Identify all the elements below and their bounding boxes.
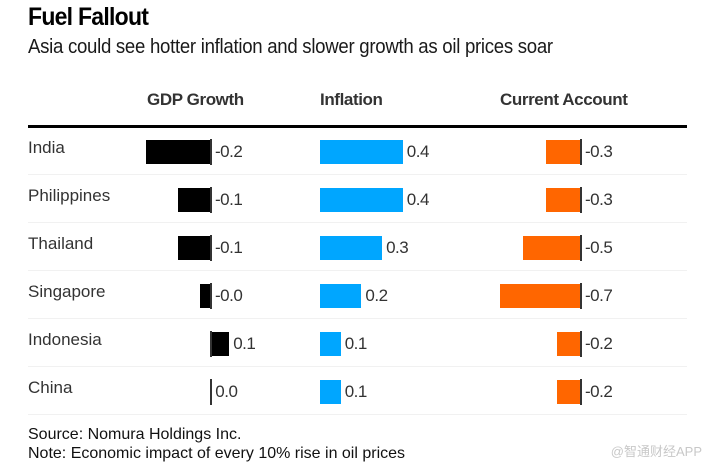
data-label: -0.7 [585, 286, 613, 305]
zero-axis-tick [210, 139, 212, 165]
bar-inflation [320, 236, 383, 260]
bar-inflation [320, 284, 362, 308]
zero-axis-tick [210, 187, 212, 213]
column-header-gdp-growth: GDP Growth [147, 90, 244, 109]
bar-current-account [557, 332, 580, 356]
chart-subtitle: Asia could see hotter inflation and slow… [28, 36, 553, 58]
row-separator [28, 222, 687, 223]
bar-gdp-growth [178, 188, 210, 212]
watermark: @智通财经APP [610, 444, 702, 459]
zero-axis-tick [210, 379, 212, 405]
bar-current-account [545, 140, 580, 164]
zero-axis-tick [580, 283, 582, 309]
zero-axis-tick [580, 139, 582, 165]
bar-gdp-growth [178, 236, 210, 260]
column-header-inflation: Inflation [320, 90, 383, 109]
bar-gdp-growth [210, 332, 230, 356]
country-label: Philippines [28, 186, 111, 205]
zero-axis-tick [210, 283, 212, 309]
row-separator [28, 318, 687, 319]
bar-gdp-growth [200, 284, 210, 308]
data-label: -0.1 [215, 190, 243, 209]
data-label: -0.3 [585, 190, 613, 209]
zero-axis-tick [210, 235, 212, 261]
source-note: Source: Nomura Holdings Inc. [28, 426, 242, 443]
bar-current-account [500, 284, 580, 308]
zero-axis-tick [580, 235, 582, 261]
data-label: 0.4 [406, 190, 430, 209]
bar-inflation [320, 332, 341, 356]
row-separator [28, 174, 687, 175]
bar-inflation [320, 140, 403, 164]
data-label: 0.3 [386, 238, 409, 257]
row-separator [28, 270, 687, 271]
data-label: -0.2 [585, 382, 613, 401]
country-label: Thailand [28, 234, 94, 253]
data-label: 0.2 [365, 286, 388, 305]
zero-axis-tick [580, 379, 582, 405]
country-label: Indonesia [28, 330, 102, 349]
country-label: India [28, 138, 65, 157]
data-label: -0.0 [215, 286, 243, 305]
data-label: -0.5 [585, 238, 613, 257]
column-header-current-account: Current Account [500, 90, 628, 109]
country-label: China [28, 378, 73, 397]
zero-axis-tick [210, 331, 212, 357]
data-label: 0.1 [344, 382, 368, 401]
bar-gdp-growth [146, 140, 210, 164]
zero-axis-tick [580, 331, 582, 357]
bar-inflation [320, 188, 403, 212]
data-label: 0.4 [406, 142, 430, 161]
data-label: -0.2 [585, 334, 613, 353]
data-label: 0.0 [215, 382, 238, 401]
chart-title: Fuel Fallout [28, 3, 149, 31]
bar-current-account [545, 188, 580, 212]
footnote: Note: Economic impact of every 10% rise … [28, 445, 406, 462]
row-separator [28, 366, 687, 367]
header-rule [28, 125, 687, 128]
row-separator [28, 414, 687, 415]
data-label: -0.3 [585, 142, 613, 161]
data-label: -0.1 [215, 238, 243, 257]
data-label: -0.2 [215, 142, 243, 161]
bar-current-account [557, 380, 580, 404]
data-label: 0.1 [344, 334, 368, 353]
bar-current-account [523, 236, 580, 260]
country-label: Singapore [28, 282, 106, 301]
zero-axis-tick [580, 187, 582, 213]
data-label: 0.1 [233, 334, 256, 353]
bar-inflation [320, 380, 341, 404]
